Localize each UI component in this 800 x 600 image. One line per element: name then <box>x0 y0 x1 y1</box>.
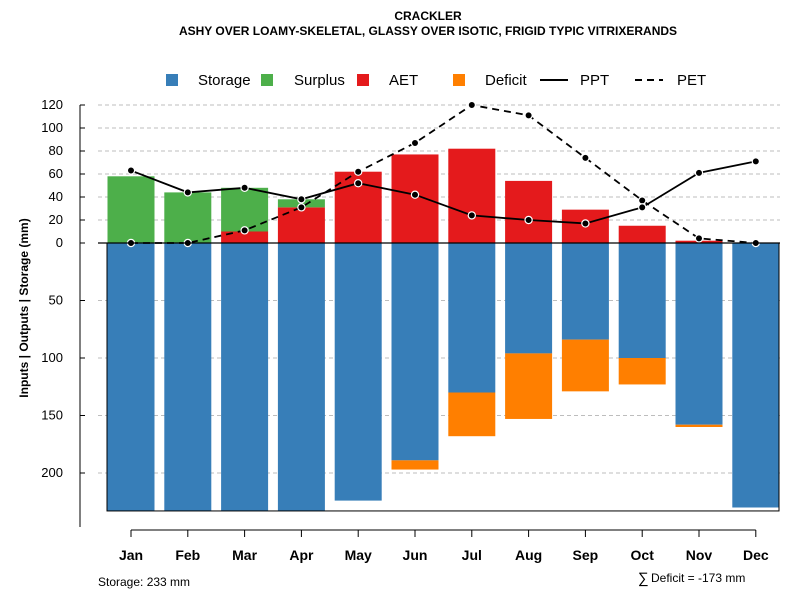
y-tick-label-100: 100 <box>41 350 63 365</box>
pet-point-jul <box>467 100 476 110</box>
legend-label-aet: AET <box>389 72 418 89</box>
surplus-bar-feb <box>164 192 212 243</box>
bar-marks <box>107 148 780 511</box>
y-axis-label: Inputs | Outputs | Storage (mm) <box>17 218 31 397</box>
ppt-point-sep <box>581 219 590 228</box>
storage-bar-feb <box>164 243 212 511</box>
grid-lines <box>98 104 780 474</box>
y-tick-label-60: 60 <box>49 166 63 181</box>
y-tick-label-200: 200 <box>41 465 63 480</box>
storage-bar-aug <box>505 243 553 354</box>
x-tick-label-mar: Mar <box>232 547 257 563</box>
pet-point-oct <box>638 196 647 205</box>
y-tick-label-80: 80 <box>49 143 63 158</box>
x-tick-label-may: May <box>345 547 372 563</box>
x-tick-label-feb: Feb <box>175 547 200 563</box>
storage-bar-jul <box>448 243 496 393</box>
chart-title: CRACKLER <box>394 9 462 23</box>
aet-bar-aug <box>505 180 553 243</box>
x-tick-label-jan: Jan <box>119 547 143 563</box>
deficit-bar-oct <box>618 358 666 385</box>
storage-bar-dec <box>732 243 780 508</box>
ppt-line <box>130 160 756 225</box>
ppt-point-jul <box>467 211 476 220</box>
y-tick-label-150: 150 <box>41 408 63 423</box>
legend-swatch-storage <box>166 74 178 86</box>
aet-bar-jul <box>448 148 496 243</box>
x-tick-label-nov: Nov <box>686 547 713 563</box>
ppt-point-aug <box>524 215 533 225</box>
aet-bar-oct <box>618 225 666 243</box>
ppt-point-apr <box>297 195 306 204</box>
ppt-point-jun <box>410 190 420 199</box>
y-tick-label-20: 20 <box>49 212 63 227</box>
legend-label-storage: Storage <box>198 72 251 89</box>
y-tick-label-120: 120 <box>41 97 63 112</box>
aet-bar-apr <box>277 207 325 243</box>
y-tick-label-100: 100 <box>41 120 63 135</box>
storage-bar-apr <box>277 243 325 511</box>
pet-point-apr <box>297 203 306 212</box>
storage-bar-mar <box>221 243 269 511</box>
storage-bar-jun <box>391 243 439 461</box>
pet-point-sep <box>581 153 590 163</box>
ppt-point-nov <box>694 168 704 178</box>
line-marks <box>126 100 761 248</box>
x-tick-label-apr: Apr <box>289 547 314 563</box>
legend-swatch-surplus <box>261 74 273 86</box>
pet-point-jun <box>410 138 420 148</box>
x-tick-label-jun: Jun <box>403 547 428 563</box>
storage-bar-nov <box>675 243 723 425</box>
ppt-point-jan <box>126 166 136 175</box>
storage-note: Storage: 233 mm <box>98 575 190 589</box>
chart-legend: Storage Surplus AET Deficit PPT PET <box>166 72 706 89</box>
ppt-point-feb <box>183 188 192 197</box>
aet-bar-mar <box>221 231 269 243</box>
storage-bar-oct <box>618 243 666 358</box>
pet-line <box>131 104 756 244</box>
surplus-bar-mar <box>221 187 269 232</box>
deficit-note: Deficit = -173 mm <box>651 571 745 585</box>
axes: 0 20 40 60 80 100 120 50 100 150 200 Jan Feb Mar Apr Ma… <box>41 97 780 563</box>
x-tick-label-aug: Aug <box>515 547 542 563</box>
y-tick-label-50: 50 <box>49 293 63 308</box>
deficit-bar-aug <box>505 353 553 419</box>
storage-bar-may <box>334 243 382 501</box>
storage-bar-sep <box>561 243 609 340</box>
x-tick-label-sep: Sep <box>573 547 599 563</box>
legend-label-ppt: PPT <box>580 72 609 89</box>
x-tick-label-dec: Dec <box>743 547 769 563</box>
ppt-point-mar <box>240 183 249 192</box>
deficit-bar-jun <box>391 460 439 470</box>
storage-bar-jan <box>107 243 155 511</box>
pet-point-may <box>354 167 363 176</box>
legend-swatch-aet <box>357 74 369 86</box>
legend-label-deficit: Deficit <box>485 72 528 89</box>
deficit-bar-sep <box>561 339 609 392</box>
legend-label-pet: PET <box>677 72 706 89</box>
x-tick-label-jul: Jul <box>462 547 482 563</box>
deficit-symbol: ∑ <box>638 570 649 587</box>
pet-point-aug <box>524 111 533 120</box>
y-tick-label-40: 40 <box>49 189 63 204</box>
ppt-point-oct <box>638 203 647 212</box>
pet-point-mar <box>240 226 249 235</box>
legend-label-surplus: Surplus <box>294 72 345 89</box>
legend-swatch-deficit <box>453 74 465 86</box>
chart-subtitle: ASHY OVER LOAMY-SKELETAL, GLASSY OVER IS… <box>179 24 677 38</box>
surplus-bar-jan <box>107 176 155 243</box>
deficit-bar-nov <box>675 424 723 427</box>
deficit-bar-jul <box>448 392 496 437</box>
ppt-point-dec <box>751 157 761 166</box>
y-tick-label-0: 0 <box>56 235 63 250</box>
pet-point-nov <box>694 234 704 243</box>
x-tick-label-oct: Oct <box>631 547 655 563</box>
ppt-point-may <box>354 178 363 188</box>
